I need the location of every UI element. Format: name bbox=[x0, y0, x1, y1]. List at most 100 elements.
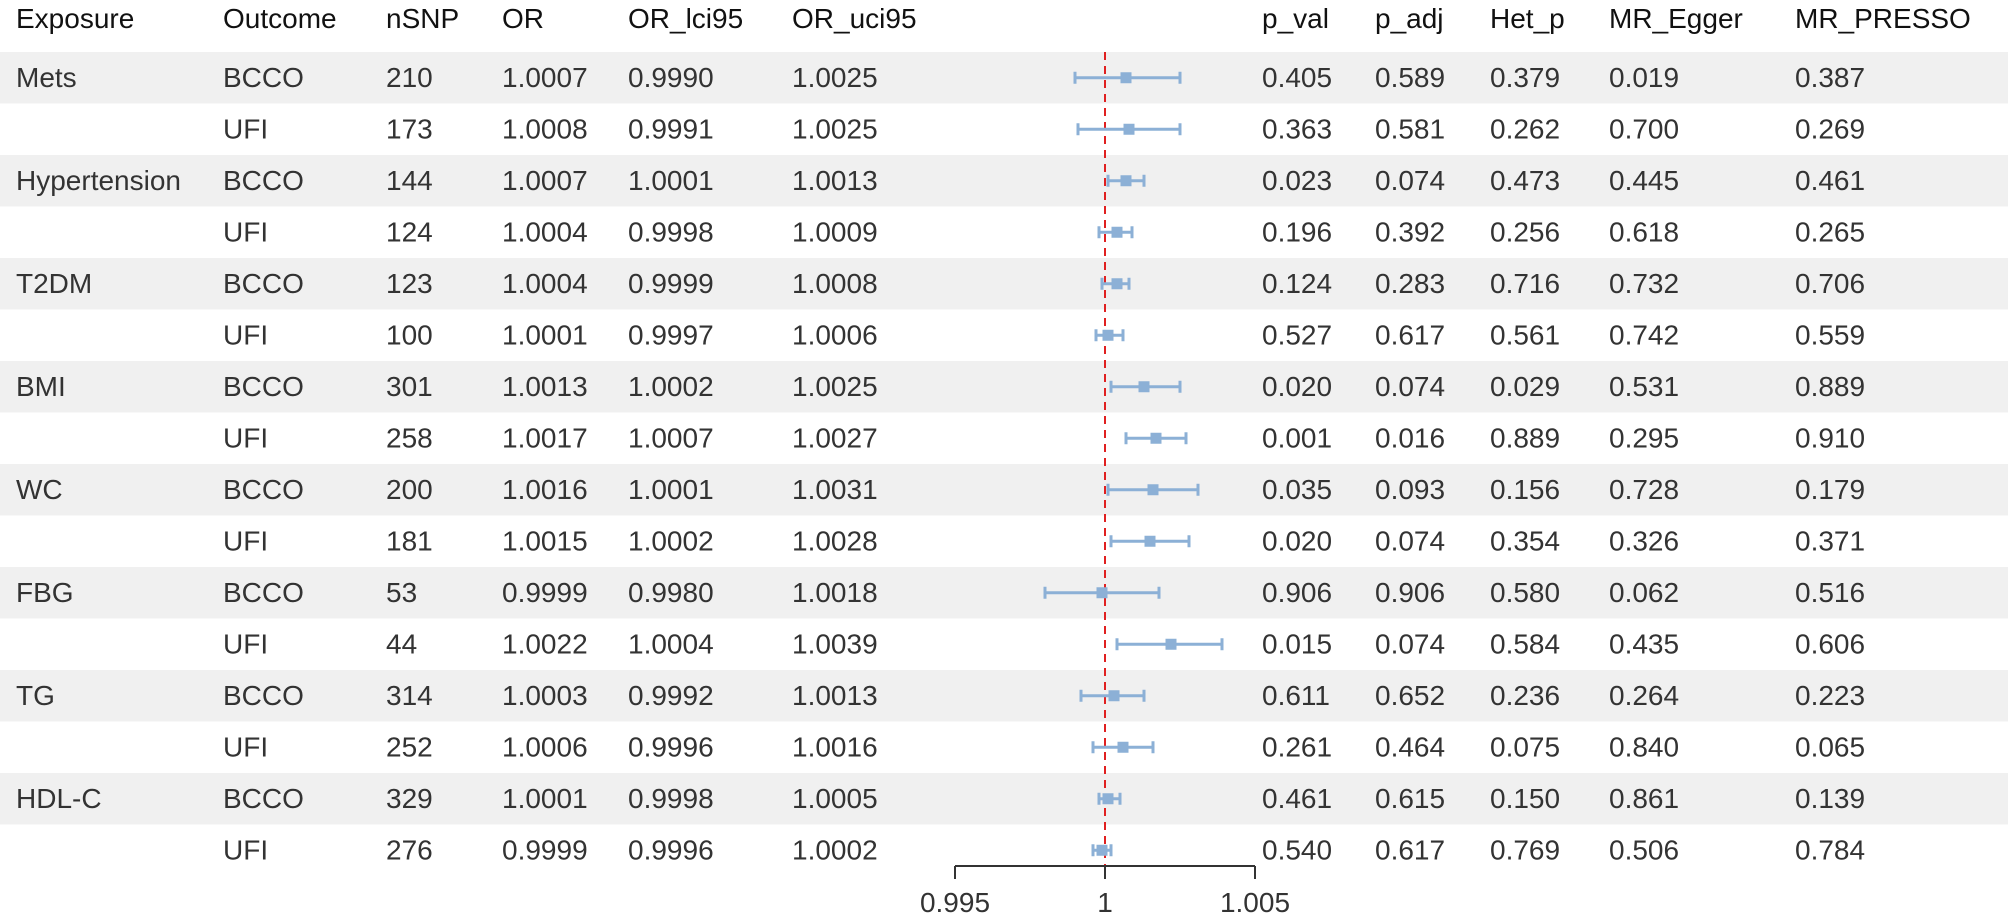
nsnp-cell: 173 bbox=[386, 114, 433, 145]
or-uci95-cell: 1.0008 bbox=[792, 268, 878, 299]
p-adj-cell: 0.581 bbox=[1375, 114, 1445, 145]
outcome-cell: UFI bbox=[223, 423, 268, 454]
het-p-cell: 0.354 bbox=[1490, 526, 1560, 557]
or-point bbox=[1147, 484, 1159, 496]
exposure-cell: T2DM bbox=[16, 268, 92, 299]
mr-egger-cell: 0.019 bbox=[1609, 62, 1679, 93]
exposure-cell: FBG bbox=[16, 577, 74, 608]
or-cell: 1.0007 bbox=[502, 62, 588, 93]
or-lci95-cell: 0.9997 bbox=[628, 320, 714, 351]
outcome-cell: BCCO bbox=[223, 62, 304, 93]
or-uci95-cell: 1.0013 bbox=[792, 680, 878, 711]
header-nsnp: nSNP bbox=[386, 3, 459, 34]
or-cell: 1.0003 bbox=[502, 680, 588, 711]
or-cell: 1.0016 bbox=[502, 474, 588, 505]
x-tick-label: 1 bbox=[1097, 887, 1113, 918]
ci-mark bbox=[1043, 586, 1161, 599]
mr-egger-cell: 0.700 bbox=[1609, 114, 1679, 145]
nsnp-cell: 53 bbox=[386, 577, 417, 608]
outcome-cell: BCCO bbox=[223, 680, 304, 711]
outcome-cell: BCCO bbox=[223, 371, 304, 402]
mr-egger-cell: 0.445 bbox=[1609, 165, 1679, 196]
p-adj-cell: 0.074 bbox=[1375, 629, 1445, 660]
het-p-cell: 0.256 bbox=[1490, 217, 1560, 248]
or-uci95-cell: 1.0039 bbox=[792, 629, 878, 660]
het-p-cell: 0.156 bbox=[1490, 474, 1560, 505]
exposure-cell: HDL-C bbox=[16, 783, 102, 814]
ci-mark bbox=[1073, 71, 1182, 84]
or-point bbox=[1150, 432, 1162, 444]
het-p-cell: 0.769 bbox=[1490, 835, 1560, 866]
or-lci95-cell: 1.0004 bbox=[628, 629, 714, 660]
het-p-cell: 0.473 bbox=[1490, 165, 1560, 196]
mr-egger-cell: 0.531 bbox=[1609, 371, 1679, 402]
mr-presso-cell: 0.516 bbox=[1795, 577, 1865, 608]
p-adj-cell: 0.093 bbox=[1375, 474, 1445, 505]
het-p-cell: 0.262 bbox=[1490, 114, 1560, 145]
ci-mark bbox=[1124, 432, 1188, 445]
or-cell: 1.0001 bbox=[502, 320, 588, 351]
header-mr-presso: MR_PRESSO bbox=[1795, 3, 1971, 34]
p-val-cell: 0.540 bbox=[1262, 835, 1332, 866]
ci-mark bbox=[1091, 741, 1155, 754]
table-row: UFI 276 0.9999 0.9996 1.0002 0.540 0.617 0.769 0… bbox=[223, 835, 1865, 866]
or-point bbox=[1111, 278, 1123, 290]
p-adj-cell: 0.392 bbox=[1375, 217, 1445, 248]
or-uci95-cell: 1.0028 bbox=[792, 526, 878, 557]
p-val-cell: 0.405 bbox=[1262, 62, 1332, 93]
or-point bbox=[1111, 226, 1123, 238]
mr-presso-cell: 0.387 bbox=[1795, 62, 1865, 93]
or-cell: 0.9999 bbox=[502, 577, 588, 608]
exposure-cell: WC bbox=[16, 474, 63, 505]
mr-egger-cell: 0.728 bbox=[1609, 474, 1679, 505]
or-cell: 1.0001 bbox=[502, 783, 588, 814]
outcome-cell: UFI bbox=[223, 835, 268, 866]
p-val-cell: 0.001 bbox=[1262, 423, 1332, 454]
or-lci95-cell: 1.0001 bbox=[628, 165, 714, 196]
or-point bbox=[1120, 72, 1132, 84]
ci-mark bbox=[1094, 329, 1125, 342]
mr-egger-cell: 0.264 bbox=[1609, 680, 1679, 711]
table-row: BMI BCCO 301 1.0013 1.0002 1.0025 0.020 0.074 0.… bbox=[16, 371, 1865, 402]
or-point bbox=[1144, 535, 1156, 547]
exposure-cell: BMI bbox=[16, 371, 66, 402]
or-uci95-cell: 1.0027 bbox=[792, 423, 878, 454]
p-adj-cell: 0.074 bbox=[1375, 371, 1445, 402]
or-uci95-cell: 1.0002 bbox=[792, 835, 878, 866]
p-adj-cell: 0.589 bbox=[1375, 62, 1445, 93]
mr-egger-cell: 0.742 bbox=[1609, 320, 1679, 351]
outcome-cell: BCCO bbox=[223, 165, 304, 196]
p-val-cell: 0.023 bbox=[1262, 165, 1332, 196]
x-tick-label: 1.005 bbox=[1220, 887, 1290, 918]
mr-presso-cell: 0.265 bbox=[1795, 217, 1865, 248]
p-adj-cell: 0.617 bbox=[1375, 320, 1445, 351]
het-p-cell: 0.716 bbox=[1490, 268, 1560, 299]
or-uci95-cell: 1.0031 bbox=[792, 474, 878, 505]
mr-egger-cell: 0.732 bbox=[1609, 268, 1679, 299]
p-val-cell: 0.020 bbox=[1262, 526, 1332, 557]
p-val-cell: 0.527 bbox=[1262, 320, 1332, 351]
header-mr-egger: MR_Egger bbox=[1609, 3, 1743, 34]
or-cell: 1.0004 bbox=[502, 217, 588, 248]
or-uci95-cell: 1.0025 bbox=[792, 62, 878, 93]
table-row: UFI 100 1.0001 0.9997 1.0006 0.527 0.617 0.561 0… bbox=[223, 320, 1865, 351]
or-uci95-cell: 1.0025 bbox=[792, 371, 878, 402]
mr-egger-cell: 0.861 bbox=[1609, 783, 1679, 814]
ci-mark bbox=[1076, 123, 1182, 136]
mr-presso-cell: 0.461 bbox=[1795, 165, 1865, 196]
mr-presso-cell: 0.371 bbox=[1795, 526, 1865, 557]
p-val-cell: 0.611 bbox=[1262, 680, 1330, 711]
or-uci95-cell: 1.0013 bbox=[792, 165, 878, 196]
or-lci95-cell: 0.9998 bbox=[628, 217, 714, 248]
or-lci95-cell: 1.0002 bbox=[628, 526, 714, 557]
p-adj-cell: 0.652 bbox=[1375, 680, 1445, 711]
p-adj-cell: 0.283 bbox=[1375, 268, 1445, 299]
het-p-cell: 0.150 bbox=[1490, 783, 1560, 814]
het-p-cell: 0.584 bbox=[1490, 629, 1560, 660]
p-val-cell: 0.035 bbox=[1262, 474, 1332, 505]
header-exposure: Exposure bbox=[16, 3, 134, 34]
table-row: UFI 258 1.0017 1.0007 1.0027 0.001 0.016 0.889 0… bbox=[223, 423, 1865, 454]
het-p-cell: 0.236 bbox=[1490, 680, 1560, 711]
mr-presso-cell: 0.139 bbox=[1795, 783, 1865, 814]
